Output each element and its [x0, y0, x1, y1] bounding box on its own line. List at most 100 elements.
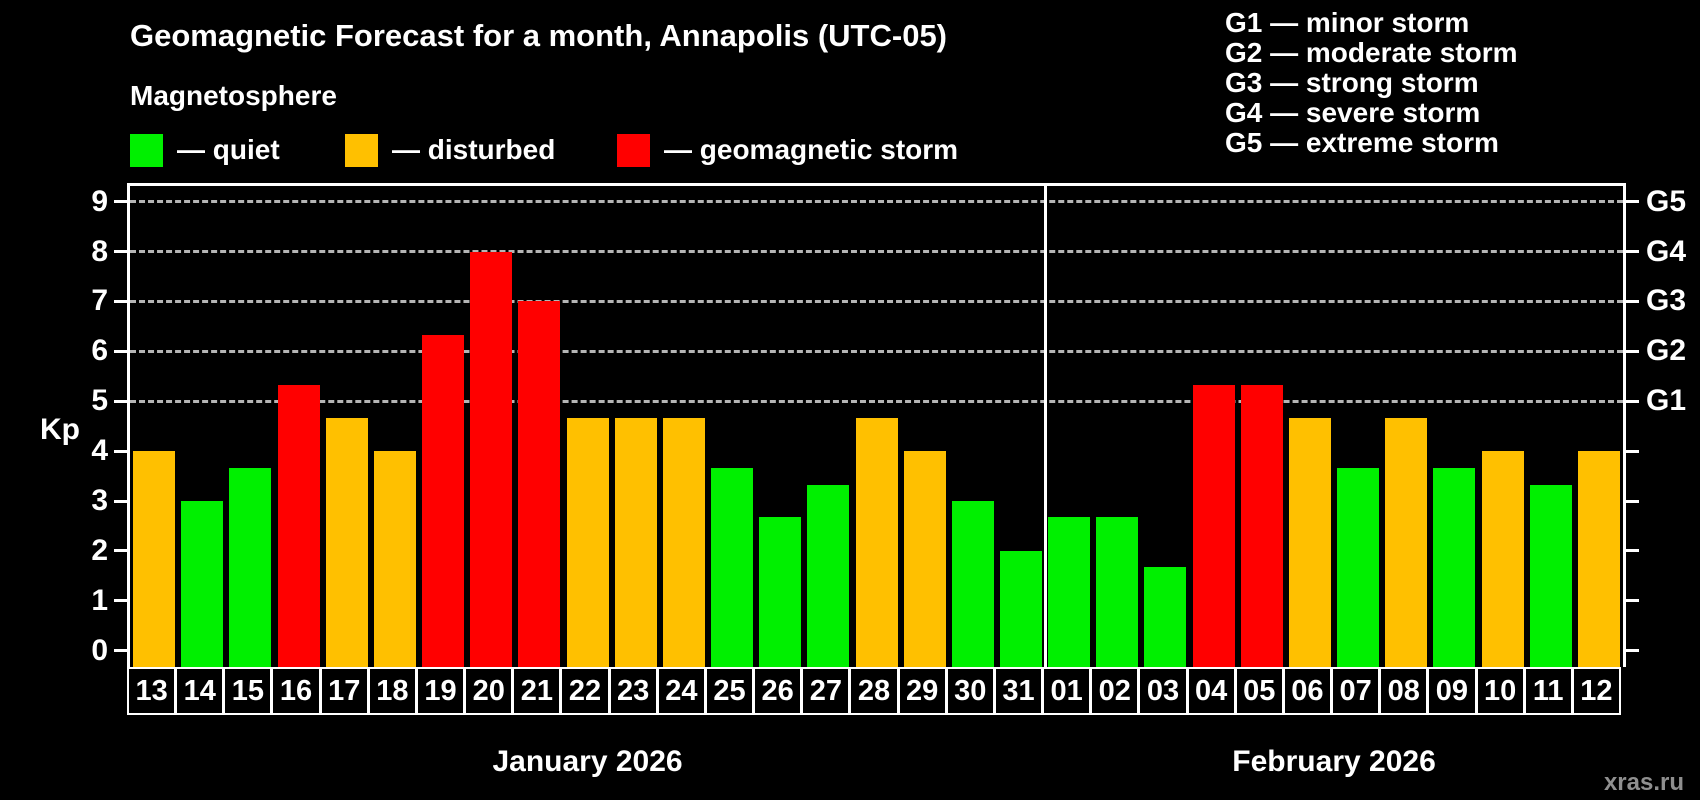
- day-label-box: 28: [849, 667, 899, 715]
- day-label-box: 20: [464, 667, 514, 715]
- magnetosphere-label: Magnetosphere: [130, 80, 337, 111]
- gridline-kp5: [130, 399, 1623, 403]
- day-label-box: 19: [415, 667, 466, 715]
- kp-bar: [1529, 484, 1572, 667]
- y-axis-tick-label: 8: [91, 234, 108, 268]
- day-label-box: 11: [1523, 667, 1573, 715]
- y-axis-tick-right: [1626, 349, 1639, 353]
- y-axis-tick-left: [114, 299, 127, 303]
- day-label-box: 30: [945, 667, 995, 715]
- storm-scale-item-g2: G2 — moderate storm: [1225, 37, 1518, 68]
- kp-bar: [1481, 451, 1524, 667]
- plot-top-spine: [127, 183, 1626, 186]
- right-axis-g-label: G1: [1646, 384, 1687, 418]
- kp-bar: [903, 451, 946, 667]
- kp-bar: [325, 417, 368, 667]
- day-label-box: 24: [656, 667, 706, 715]
- legend-item-storm: — geomagnetic storm: [617, 133, 958, 167]
- day-label-box: 26: [753, 667, 803, 715]
- y-axis-tick-label: 7: [91, 284, 108, 318]
- legend-label-quiet: — quiet: [177, 134, 280, 165]
- day-label-box: 22: [560, 667, 610, 715]
- y-axis-tick-label: 6: [91, 334, 108, 368]
- y-axis-tick-right: [1626, 499, 1639, 503]
- y-axis-tick-right: [1626, 549, 1639, 553]
- kp-bar: [277, 384, 320, 667]
- legend-label-disturbed: — disturbed: [392, 134, 556, 165]
- day-label-box: 10: [1475, 667, 1525, 715]
- y-axis-tick-right: [1626, 599, 1639, 603]
- storm-scale-item-g1: G1 — minor storm: [1225, 7, 1470, 38]
- month-label: February 2026: [1232, 745, 1436, 778]
- day-label-box: 03: [1138, 667, 1188, 715]
- legend-item-quiet: — quiet: [130, 133, 280, 167]
- month-label: January 2026: [492, 745, 683, 778]
- kp-bar: [373, 451, 416, 667]
- y-axis-tick-left: [114, 250, 127, 254]
- kp-bar: [518, 301, 561, 667]
- kp-bar: [1240, 384, 1283, 667]
- kp-bar: [1048, 517, 1091, 667]
- day-label-box: 29: [897, 667, 947, 715]
- day-label-box: 09: [1427, 667, 1477, 715]
- day-label-box: 08: [1379, 667, 1429, 715]
- right-axis-g-label: G5: [1646, 184, 1687, 218]
- legend-label-storm: — geomagnetic storm: [664, 134, 959, 165]
- day-label-box: 21: [512, 667, 562, 715]
- y-axis-tick-right: [1626, 200, 1639, 204]
- kp-bar: [855, 417, 898, 667]
- y-axis-tick-right: [1626, 399, 1639, 403]
- y-axis-tick-label: 9: [91, 184, 108, 218]
- storm-scale-item-g4: G4 — severe storm: [1225, 97, 1481, 128]
- day-label-box: 27: [801, 667, 851, 715]
- legend-swatch-quiet: [130, 133, 163, 167]
- kp-bar: [1288, 417, 1331, 667]
- day-label-box: 06: [1282, 667, 1333, 715]
- y-axis-tick-right: [1626, 649, 1639, 653]
- day-label-box: 04: [1186, 667, 1236, 715]
- y-axis-tick-right: [1626, 250, 1639, 254]
- kp-bar: [1337, 467, 1380, 667]
- day-label-box: 02: [1090, 667, 1140, 715]
- y-axis-tick-left: [114, 599, 127, 603]
- day-label-box: 12: [1571, 667, 1621, 715]
- page-title: Geomagnetic Forecast for a month, Annapo…: [130, 18, 948, 53]
- y-axis-title: Kp: [40, 413, 80, 446]
- kp-bar: [1144, 567, 1187, 667]
- day-label-box: 14: [175, 667, 225, 715]
- day-label-box: 23: [608, 667, 658, 715]
- y-axis-tick-left: [114, 399, 127, 403]
- day-label-box: 31: [993, 667, 1044, 715]
- month-separator-line: [1043, 183, 1047, 667]
- y-axis-tick-left: [114, 649, 127, 653]
- xras-watermark: xras.ru: [1603, 769, 1684, 796]
- y-axis-tick-right: [1626, 449, 1639, 453]
- right-axis-g-label: G2: [1646, 334, 1687, 368]
- y-axis-tick-left: [114, 349, 127, 353]
- kp-bar: [1096, 517, 1139, 667]
- y-axis-tick-left: [114, 549, 127, 553]
- y-axis-left-spine: [127, 183, 130, 667]
- kp-bar: [614, 417, 657, 667]
- y-axis-tick-label: 1: [91, 583, 108, 617]
- y-axis-right-spine: [1623, 183, 1626, 667]
- day-label-box: 05: [1234, 667, 1284, 715]
- kp-bar: [1433, 467, 1476, 667]
- kp-bar: [470, 251, 513, 667]
- day-label-box: 01: [1042, 667, 1092, 715]
- kp-bar: [662, 417, 705, 667]
- kp-bar: [229, 467, 272, 667]
- y-axis-tick-label: 4: [91, 434, 108, 468]
- gridline-kp7: [130, 299, 1623, 303]
- day-label-box: 07: [1331, 667, 1381, 715]
- day-label-box: 18: [367, 667, 417, 715]
- day-label-box: 15: [223, 667, 273, 715]
- kp-bar: [999, 550, 1042, 667]
- kp-bar: [1385, 417, 1428, 667]
- kp-bar: [181, 501, 224, 667]
- day-label-box: 25: [704, 667, 755, 715]
- y-axis-tick-left: [114, 449, 127, 453]
- right-axis-g-label: G3: [1646, 284, 1687, 318]
- kp-bar: [1192, 384, 1235, 667]
- legend-swatch-disturbed: [345, 133, 378, 167]
